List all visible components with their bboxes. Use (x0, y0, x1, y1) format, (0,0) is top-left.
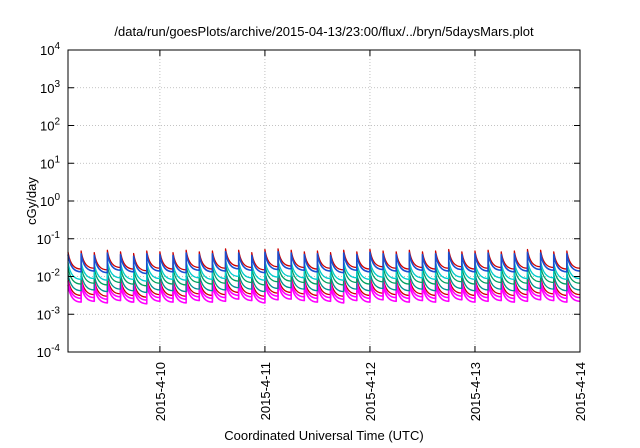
y-tick-label: 10-1 (37, 230, 61, 247)
y-tick-label: 102 (40, 117, 60, 134)
series-line-3 (67, 277, 581, 301)
x-axis-label: Coordinated Universal Time (UTC) (224, 428, 423, 443)
axis-ticks (68, 49, 581, 353)
y-tick-label: 100 (40, 192, 60, 209)
y-tick-label: 103 (40, 79, 60, 96)
x-tick-label: 2015-4-11 (258, 362, 273, 420)
chart-title: /data/run/goesPlots/archive/2015-04-13/2… (114, 24, 534, 39)
y-tick-label: 10-4 (37, 343, 61, 360)
y-tick-label: 101 (40, 154, 60, 171)
series-line-1 (67, 281, 581, 305)
x-tick-label: 2015-4-12 (363, 362, 378, 421)
series-line-8 (67, 250, 581, 275)
x-tick-label: 2015-4-14 (573, 362, 588, 421)
y-tick-label: 10-3 (37, 305, 61, 322)
x-tick-labels: 2015-4-10 2015-4-11 2015-4-12 2015-4-13 2015… (153, 362, 588, 421)
y-tick-labels: 104 103 102 101 100 10-1 10-2 10-3 10-4 (37, 41, 61, 360)
series-line-7 (67, 248, 581, 272)
series-line-2 (67, 274, 581, 298)
y-tick-label: 10-2 (37, 268, 61, 285)
series-line-5 (67, 263, 581, 287)
y-tick-label: 104 (40, 41, 60, 58)
series-group (67, 248, 581, 305)
x-tick-label: 2015-4-10 (153, 362, 168, 421)
series-line-6 (67, 258, 581, 282)
series-line-4 (67, 269, 581, 294)
grid (68, 50, 580, 352)
y-axis-label: cGy/day (24, 177, 39, 225)
x-tick-label: 2015-4-13 (468, 362, 483, 421)
